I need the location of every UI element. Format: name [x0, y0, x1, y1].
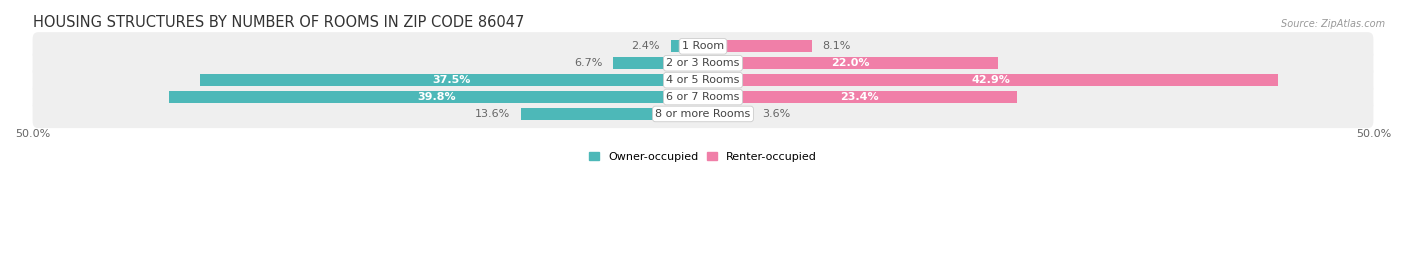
Text: 6.7%: 6.7% [574, 58, 602, 68]
FancyBboxPatch shape [32, 83, 1374, 111]
Text: 4 or 5 Rooms: 4 or 5 Rooms [666, 75, 740, 85]
FancyBboxPatch shape [32, 49, 1374, 77]
Text: 13.6%: 13.6% [475, 109, 510, 119]
Text: 2.4%: 2.4% [631, 41, 659, 51]
Bar [200, 74, 703, 86]
Text: 22.0%: 22.0% [831, 58, 870, 68]
Bar [703, 40, 811, 52]
Legend: Owner-occupied, Renter-occupied: Owner-occupied, Renter-occupied [585, 147, 821, 166]
Bar [703, 91, 1017, 103]
Bar [613, 57, 703, 69]
FancyBboxPatch shape [32, 100, 1374, 128]
Text: 6 or 7 Rooms: 6 or 7 Rooms [666, 92, 740, 102]
FancyBboxPatch shape [32, 66, 1374, 94]
Text: Source: ZipAtlas.com: Source: ZipAtlas.com [1281, 19, 1385, 29]
Bar [703, 74, 1278, 86]
Text: 1 Room: 1 Room [682, 41, 724, 51]
Text: HOUSING STRUCTURES BY NUMBER OF ROOMS IN ZIP CODE 86047: HOUSING STRUCTURES BY NUMBER OF ROOMS IN… [32, 15, 524, 30]
Bar [169, 91, 703, 103]
Text: 37.5%: 37.5% [433, 75, 471, 85]
Text: 42.9%: 42.9% [972, 75, 1010, 85]
FancyBboxPatch shape [32, 32, 1374, 61]
Text: 2 or 3 Rooms: 2 or 3 Rooms [666, 58, 740, 68]
Bar [671, 40, 703, 52]
Text: 3.6%: 3.6% [762, 109, 790, 119]
Bar [703, 57, 998, 69]
Text: 8.1%: 8.1% [823, 41, 851, 51]
Bar [520, 108, 703, 120]
Bar [703, 108, 751, 120]
Text: 39.8%: 39.8% [416, 92, 456, 102]
Text: 23.4%: 23.4% [841, 92, 879, 102]
Text: 8 or more Rooms: 8 or more Rooms [655, 109, 751, 119]
